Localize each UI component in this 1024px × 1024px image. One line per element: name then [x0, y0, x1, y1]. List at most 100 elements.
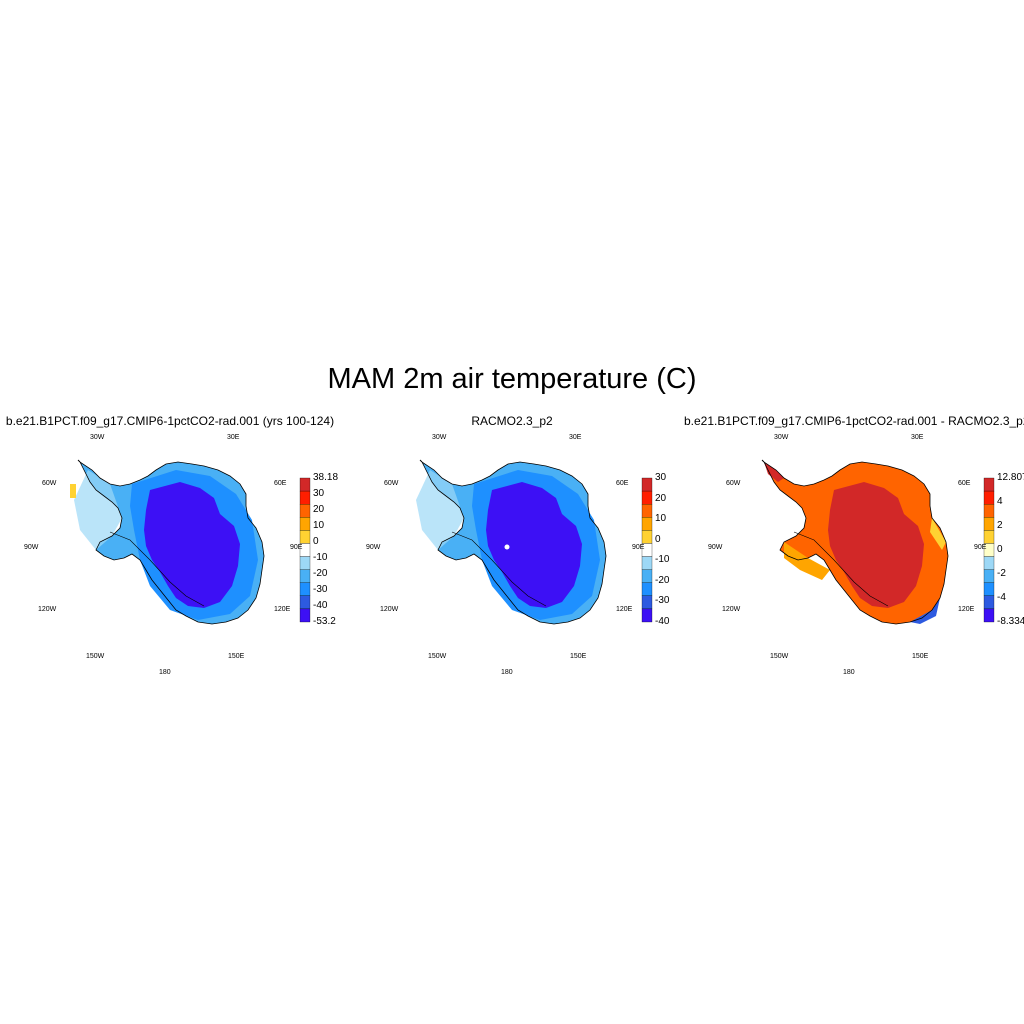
lon-label-120e: 120E [958, 606, 975, 613]
colorbar-tick-label: 20 [313, 504, 325, 515]
lon-label-60w: 60W [726, 480, 741, 487]
antarctica-map [761, 459, 949, 625]
lon-label-150w: 150W [770, 653, 789, 660]
colorbar-swatch [299, 504, 311, 518]
colorbar-swatch [299, 608, 311, 623]
lon-label-150e: 150E [228, 653, 245, 660]
colorbar-tick-label: 20 [655, 492, 667, 504]
colorbar [299, 477, 311, 623]
colorbar-swatch [983, 517, 995, 531]
colorbar-tick-label: -10 [655, 554, 670, 566]
polar-map [761, 459, 995, 625]
colorbar-tick-label: 10 [313, 520, 325, 531]
colorbar-tick-label: -30 [655, 595, 670, 607]
lon-label-120e: 120E [616, 606, 633, 613]
lon-label-30w: 30W [90, 434, 105, 441]
panel-racmo: RACMO2.3_p2 30W 30E 60W 60E 90W 90E 120W… [342, 410, 682, 680]
lon-label-90w: 90W [24, 544, 39, 551]
lon-label-90e: 90E [632, 544, 645, 551]
colorbar-tick-label: -20 [313, 568, 328, 579]
colorbar-swatch [641, 504, 653, 518]
colorbar-swatch [641, 517, 653, 531]
lon-label-180: 180 [843, 669, 855, 676]
lon-label-180: 180 [501, 669, 513, 676]
antarctica-map [416, 459, 607, 625]
colorbar-swatch [641, 530, 653, 544]
lon-label-30w: 30W [774, 434, 789, 441]
colorbar-swatch [641, 556, 653, 570]
colorbar-tick-label: -8.334 [997, 616, 1024, 627]
antarctica-map [70, 459, 265, 625]
lon-label-60e: 60E [616, 480, 629, 487]
lon-label-120w: 120W [38, 606, 57, 613]
colorbar-swatch [641, 582, 653, 596]
colorbar-swatch [641, 569, 653, 583]
colorbar-tick-label: -40 [313, 600, 328, 611]
colorbar-swatch [299, 569, 311, 583]
lon-label-180: 180 [159, 669, 171, 676]
lon-label-150w: 150W [428, 653, 447, 660]
colorbar-tick-label: -30 [313, 584, 328, 595]
colorbar-tick-label: -20 [655, 574, 670, 586]
lon-label-120w: 120W [380, 606, 399, 613]
colorbar-swatch [299, 556, 311, 570]
colorbar-tick-label: 2 [997, 520, 1003, 531]
colorbar-swatch [641, 608, 653, 623]
colorbar-tick-label: 0 [655, 533, 661, 545]
lon-label-60w: 60W [42, 480, 57, 487]
lon-label-150e: 150E [912, 653, 929, 660]
colorbar-swatch [983, 477, 995, 492]
colorbar-swatch [983, 504, 995, 518]
panel-title: b.e21.B1PCT.f09_g17.CMIP6-1pctCO2-rad.00… [5, 414, 335, 428]
lon-label-30w: 30W [432, 434, 447, 441]
colorbar-tick-label: 0 [313, 536, 319, 547]
colorbar-swatch [641, 490, 653, 505]
colorbar-swatch [299, 595, 311, 610]
colorbar-tick-label: -4 [997, 592, 1006, 603]
colorbar-tick-label: 12.807 [997, 472, 1024, 483]
lon-label-30e: 30E [569, 434, 582, 441]
lon-label-120e: 120E [274, 606, 291, 613]
colorbar [983, 477, 995, 623]
lon-label-90w: 90W [708, 544, 723, 551]
colorbar-swatch [299, 477, 311, 492]
polar-map [70, 459, 311, 625]
colorbar-swatch [983, 556, 995, 570]
colorbar-swatch [983, 530, 995, 544]
lon-label-120w: 120W [722, 606, 741, 613]
colorbar-swatch [983, 595, 995, 610]
colorbar-swatch [641, 477, 653, 492]
colorbar-swatch [983, 608, 995, 623]
colorbar-swatch [299, 517, 311, 531]
lon-label-30e: 30E [911, 434, 924, 441]
panel-title: RACMO2.3_p2 [471, 414, 553, 428]
colorbar-tick-label: 0 [997, 544, 1003, 555]
colorbar-swatch [299, 490, 311, 505]
colorbar-tick-label: 10 [655, 513, 667, 525]
colorbar-tick-label: -53.2 [313, 616, 336, 627]
colorbar-swatch [641, 595, 653, 610]
colorbar-tick-label: -40 [655, 616, 670, 627]
colorbar-tick-label: 38.18 [313, 472, 339, 483]
lon-label-60e: 60E [958, 480, 971, 487]
panel-model: b.e21.B1PCT.f09_g17.CMIP6-1pctCO2-rad.00… [0, 410, 340, 680]
lon-label-90e: 90E [974, 544, 987, 551]
lon-label-30e: 30E [227, 434, 240, 441]
panel-difference: b.e21.B1PCT.f09_g17.CMIP6-1pctCO2-rad.00… [684, 410, 1024, 680]
colorbar-swatch [299, 582, 311, 596]
colorbar-swatch [983, 490, 995, 505]
figure-title: MAM 2m air temperature (C) [327, 363, 697, 395]
colorbar [641, 477, 653, 623]
lon-label-90e: 90E [290, 544, 303, 551]
colorbar-swatch [983, 569, 995, 583]
colorbar-tick-label: -2 [997, 568, 1006, 579]
polar-map [416, 459, 653, 625]
colorbar-tick-label: -10 [313, 552, 328, 563]
colorbar-tick-label: 4 [997, 496, 1003, 507]
colorbar-swatch [983, 582, 995, 596]
lon-label-60w: 60W [384, 480, 399, 487]
colorbar-tick-label: 30 [313, 488, 325, 499]
colorbar-swatch [299, 530, 311, 544]
lon-label-90w: 90W [366, 544, 381, 551]
lon-label-150w: 150W [86, 653, 105, 660]
